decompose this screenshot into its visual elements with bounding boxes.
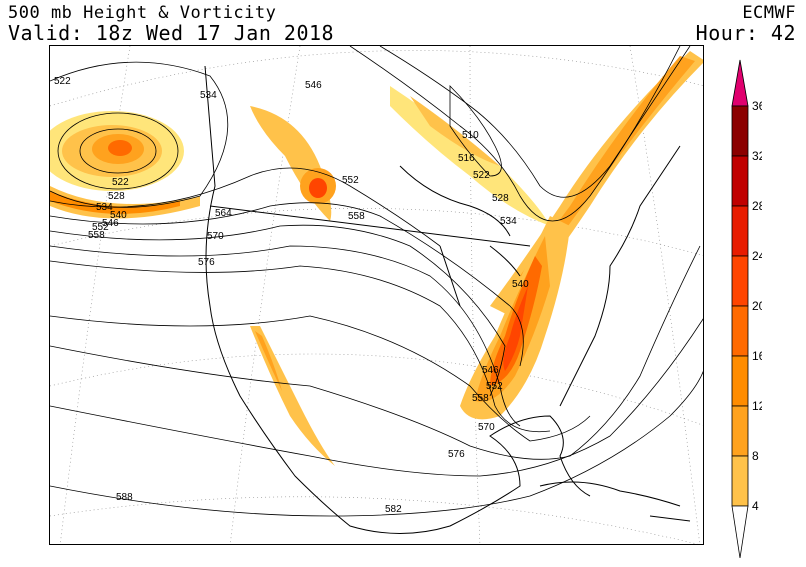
contour-label: 576 [448,449,465,460]
legend-label-24: 24 [752,249,762,263]
legend-band-16 [731,355,749,407]
contour-labels: 522 534 546 510 516 522 528 534 552 558 … [54,76,529,515]
contour-label: 510 [462,130,479,141]
contour-label: 516 [458,153,475,164]
legend-label-36: 36 [752,99,762,113]
contour-label: 522 [112,177,129,188]
contour-label: 540 [110,210,127,221]
legend-band-20 [731,305,749,357]
legend-band-32 [731,155,749,207]
legend-band-28 [731,205,749,257]
coastlines [204,65,691,534]
legend-label-4: 4 [752,499,759,513]
contour-label: 546 [305,80,322,91]
contour-label: 546 [102,218,119,229]
graticule [50,46,703,544]
legend-label-32: 32 [752,149,762,163]
valid-time: Valid: 18z Wed 17 Jan 2018 [8,21,335,45]
contour-label: 564 [215,208,232,219]
legend-label-28: 28 [752,199,762,213]
legend-band-24 [731,255,749,307]
forecast-hour: Hour: 42 [695,21,796,45]
legend-bottom-arrow [731,505,749,559]
legend-top-arrow [731,59,749,107]
contour-label: 522 [473,170,490,181]
map-svg: 522 534 546 510 516 522 528 534 552 558 … [50,46,703,544]
contour-label: 552 [342,175,359,186]
legend-label-20: 20 [752,299,762,313]
height-contours [50,46,703,517]
contour-label: 570 [478,422,495,433]
contour-label: 582 [385,504,402,515]
legend-band-36 [731,105,749,157]
legend-label-8: 8 [752,449,759,463]
chart-title: 500 mb Height & Vorticity [8,3,277,23]
contour-label: 540 [512,279,529,290]
contour-label: 528 [108,191,125,202]
map-panel: 522 534 546 510 516 522 528 534 552 558 … [49,45,704,545]
legend-label-16: 16 [752,349,762,363]
legend-band-8 [731,455,749,507]
legend-band-12 [731,405,749,457]
contour-label: 528 [492,193,509,204]
model-name: ECMWF [742,3,796,23]
contour-label: 570 [207,231,224,242]
contour-label: 558 [348,211,365,222]
contour-label: 534 [96,202,113,213]
contour-label: 522 [54,76,71,87]
contour-label: 546 [482,365,499,376]
legend-svg: 36 32 28 24 20 16 12 8 4 [731,59,766,559]
contour-label: 534 [200,90,217,101]
contour-label: 558 [88,230,105,241]
vorticity-legend: 36 32 28 24 20 16 12 8 4 [728,58,766,563]
contour-label: 558 [472,393,489,404]
contour-label: 552 [486,381,503,392]
legend-label-12: 12 [752,399,762,413]
contour-label: 534 [500,216,517,227]
contour-label: 588 [116,492,133,503]
contour-label: 576 [198,257,215,268]
vorticity-shading [50,51,703,466]
contour-label: 552 [92,222,109,233]
